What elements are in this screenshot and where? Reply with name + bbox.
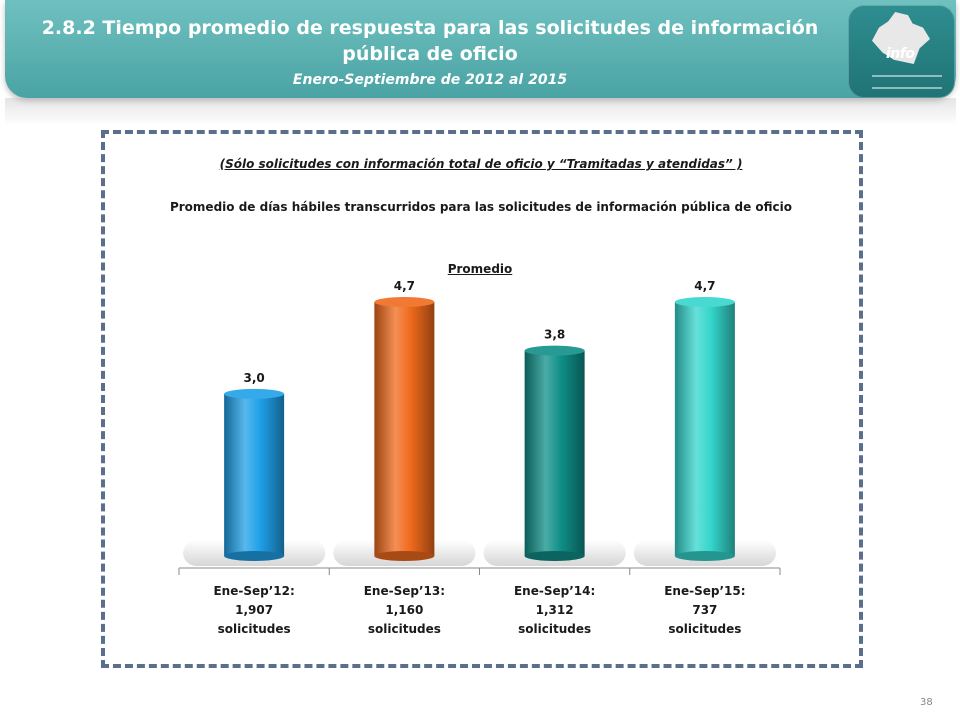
category-label: 1,907 [235, 603, 273, 617]
category-label: 1,160 [385, 603, 423, 617]
page-subtitle: Enero-Septiembre de 2012 al 2015 [292, 72, 568, 88]
logo-caption-lines [872, 75, 942, 89]
logo-text: info [886, 46, 915, 62]
bar [674, 302, 735, 556]
bar [374, 302, 435, 556]
bar-top-cap [224, 388, 285, 399]
category-label: solicitudes [218, 622, 291, 636]
bar-bottom-cap [374, 551, 435, 561]
category-label: Ene-Sep’14: [514, 584, 595, 598]
category-label: 1,312 [536, 603, 574, 617]
bar-bottom-cap [674, 551, 735, 561]
bar [224, 393, 285, 556]
category-label: solicitudes [368, 622, 441, 636]
page-number: 38 [920, 697, 933, 708]
page-title-line1: 2.8.2 Tiempo promedio de respuesta para … [41, 17, 819, 39]
chart-description: Promedio de días hábiles transcurridos p… [169, 200, 793, 214]
bar-top-cap [524, 345, 585, 356]
scope-note: (Sólo solicitudes con información total … [219, 157, 743, 171]
series-title: Promedio [447, 262, 513, 276]
bar-bottom-cap [524, 551, 585, 561]
category-label: Ene-Sep’12: [213, 584, 294, 598]
bar-bottom-cap [224, 551, 285, 561]
bar-value-label: 3,0 [243, 371, 264, 385]
category-label: solicitudes [668, 622, 741, 636]
bar-value-label: 4,7 [694, 279, 715, 293]
header-banner [5, 0, 956, 98]
category-label: solicitudes [518, 622, 591, 636]
header-shadow [5, 98, 956, 126]
category-label: Ene-Sep’15: [664, 584, 745, 598]
chart-frame [101, 130, 863, 668]
page-title: 2.8.2 Tiempo promedio de respuesta para … [40, 15, 820, 67]
bar-value-label: 4,7 [394, 279, 415, 293]
bar [524, 350, 585, 556]
category-label: 737 [692, 603, 717, 617]
bar-value-label: 3,8 [544, 328, 565, 342]
page-title-line2: pública de oficio [342, 43, 518, 65]
bar-top-cap [674, 297, 735, 307]
bar-top-cap [374, 297, 435, 307]
category-label: Ene-Sep’13: [364, 584, 445, 598]
